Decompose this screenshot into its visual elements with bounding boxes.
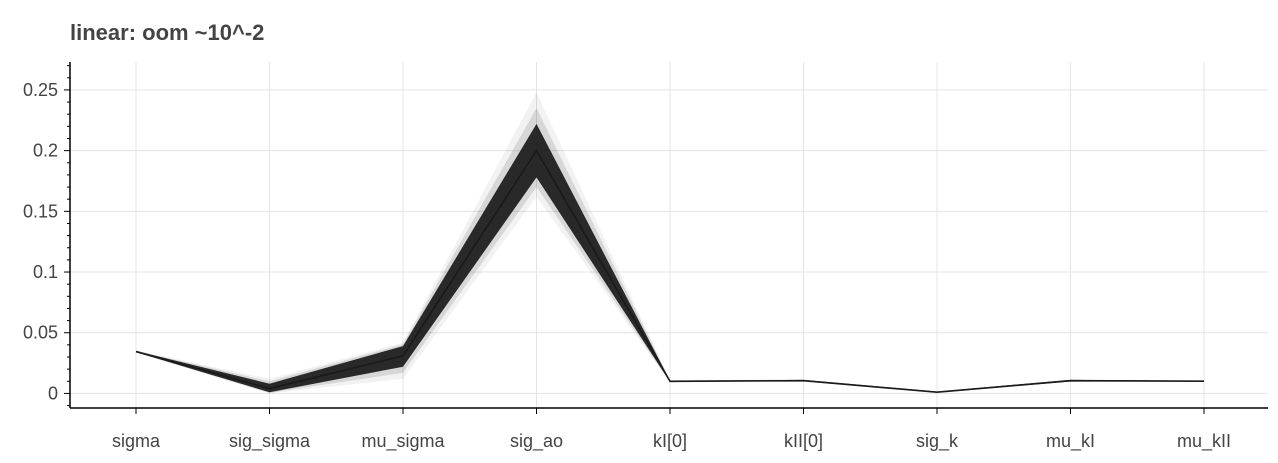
- chart-title: linear: oom ~10^-2: [70, 20, 265, 45]
- x-tick-label: kII[0]: [784, 431, 823, 451]
- x-tick-label: kI[0]: [653, 431, 687, 451]
- x-tick-label: mu_sigma: [361, 431, 445, 452]
- x-tick-label: sig_ao: [510, 431, 563, 452]
- x-tick-label: sig_k: [916, 431, 959, 452]
- y-tick-label: 0.15: [23, 201, 58, 221]
- y-tick-label: 0.05: [23, 323, 58, 343]
- x-tick-label: mu_kII: [1177, 431, 1231, 452]
- y-tick-label: 0.2: [33, 141, 58, 161]
- series-line: [135, 149, 1205, 394]
- x-tick-label: sigma: [112, 431, 161, 451]
- y-tick-label: 0: [48, 383, 58, 403]
- x-tick-label: sig_sigma: [229, 431, 311, 452]
- y-tick-label: 0.25: [23, 80, 58, 100]
- x-tick-label: mu_kI: [1046, 431, 1095, 452]
- y-tick-label: 0.1: [33, 262, 58, 282]
